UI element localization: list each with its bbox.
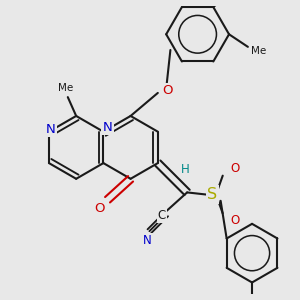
Text: Me: Me bbox=[58, 83, 73, 93]
Text: S: S bbox=[207, 187, 217, 202]
Text: C: C bbox=[158, 209, 166, 222]
Text: O: O bbox=[231, 214, 240, 227]
Text: Me: Me bbox=[251, 46, 266, 56]
Text: N: N bbox=[103, 121, 112, 134]
Text: N: N bbox=[46, 123, 56, 136]
Text: N: N bbox=[143, 234, 152, 247]
Text: H: H bbox=[181, 163, 189, 176]
Text: O: O bbox=[162, 84, 172, 97]
Text: O: O bbox=[231, 162, 240, 175]
Text: O: O bbox=[94, 202, 104, 214]
